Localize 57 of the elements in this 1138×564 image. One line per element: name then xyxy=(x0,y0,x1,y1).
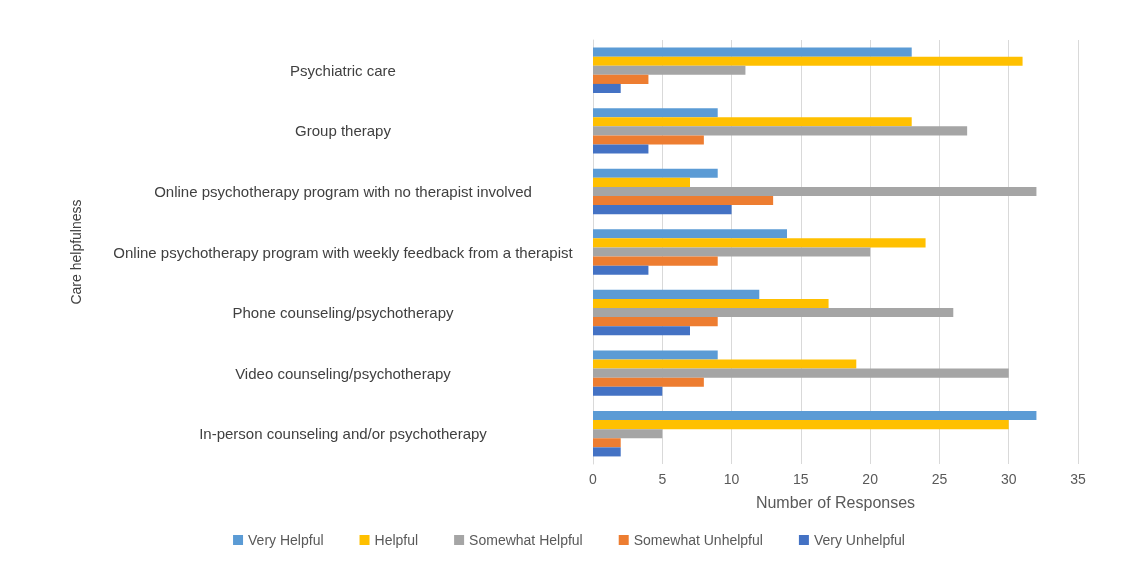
y-tick-label: Online psychotherapy program with weekly feedback from a therapist xyxy=(113,243,574,261)
bar xyxy=(593,47,912,57)
legend-label: Helpful xyxy=(374,532,419,548)
bar xyxy=(593,350,718,360)
x-tick-label: 5 xyxy=(658,471,667,487)
bar xyxy=(593,429,663,439)
x-tick-label: 10 xyxy=(723,471,740,487)
bar xyxy=(593,117,912,127)
bar xyxy=(593,377,704,387)
bar xyxy=(593,359,857,369)
bar xyxy=(593,368,1009,378)
bar xyxy=(593,186,1037,196)
bar xyxy=(593,420,1009,430)
bar xyxy=(593,168,718,178)
y-tick-label: Psychiatric care xyxy=(290,61,396,79)
bar xyxy=(593,126,968,136)
bar xyxy=(593,74,649,84)
bar xyxy=(593,177,690,187)
y-tick-label: Group therapy xyxy=(295,122,392,140)
bar xyxy=(593,317,718,327)
bar xyxy=(593,308,954,318)
legend-label: Somewhat Helpful xyxy=(469,532,583,548)
bar xyxy=(593,265,649,275)
bar xyxy=(593,238,926,248)
y-tick-label: Video counseling/psychotherapy xyxy=(235,364,452,382)
bar xyxy=(593,135,704,145)
x-axis-title: Number of Responses xyxy=(755,493,916,511)
bar xyxy=(593,195,774,206)
y-axis-title: Care helpfulness xyxy=(68,199,84,305)
bar xyxy=(593,56,1023,66)
x-tick-label: 20 xyxy=(862,471,879,487)
legend-label: Very Helpful xyxy=(248,532,324,548)
y-tick-label: In-person counseling and/or psychotherapy xyxy=(199,425,488,443)
bar xyxy=(593,326,690,336)
bar xyxy=(593,411,1037,421)
bar xyxy=(593,205,732,215)
bar xyxy=(593,144,649,154)
legend-label: Very Unhelpful xyxy=(813,532,905,548)
x-tick-label: 35 xyxy=(1070,471,1086,487)
bar xyxy=(593,256,718,266)
bar xyxy=(593,65,746,75)
x-tick-label: 0 xyxy=(589,471,598,487)
x-tick-label: 15 xyxy=(793,471,809,487)
bar xyxy=(593,229,787,239)
y-tick-label: Online psychotherapy program with no therapist involved xyxy=(154,182,532,200)
bar xyxy=(593,247,871,257)
bar xyxy=(593,438,621,448)
x-tick-label: 25 xyxy=(931,471,948,487)
x-tick-label: 30 xyxy=(1000,471,1017,487)
bar xyxy=(593,108,718,118)
bar xyxy=(593,447,621,457)
bar xyxy=(593,83,621,93)
legend-label: Somewhat Unhelpful xyxy=(633,532,763,548)
bar xyxy=(593,298,829,309)
bar xyxy=(593,289,760,299)
y-tick-label: Phone counseling/psychotherapy xyxy=(232,304,454,322)
bar xyxy=(593,386,663,396)
